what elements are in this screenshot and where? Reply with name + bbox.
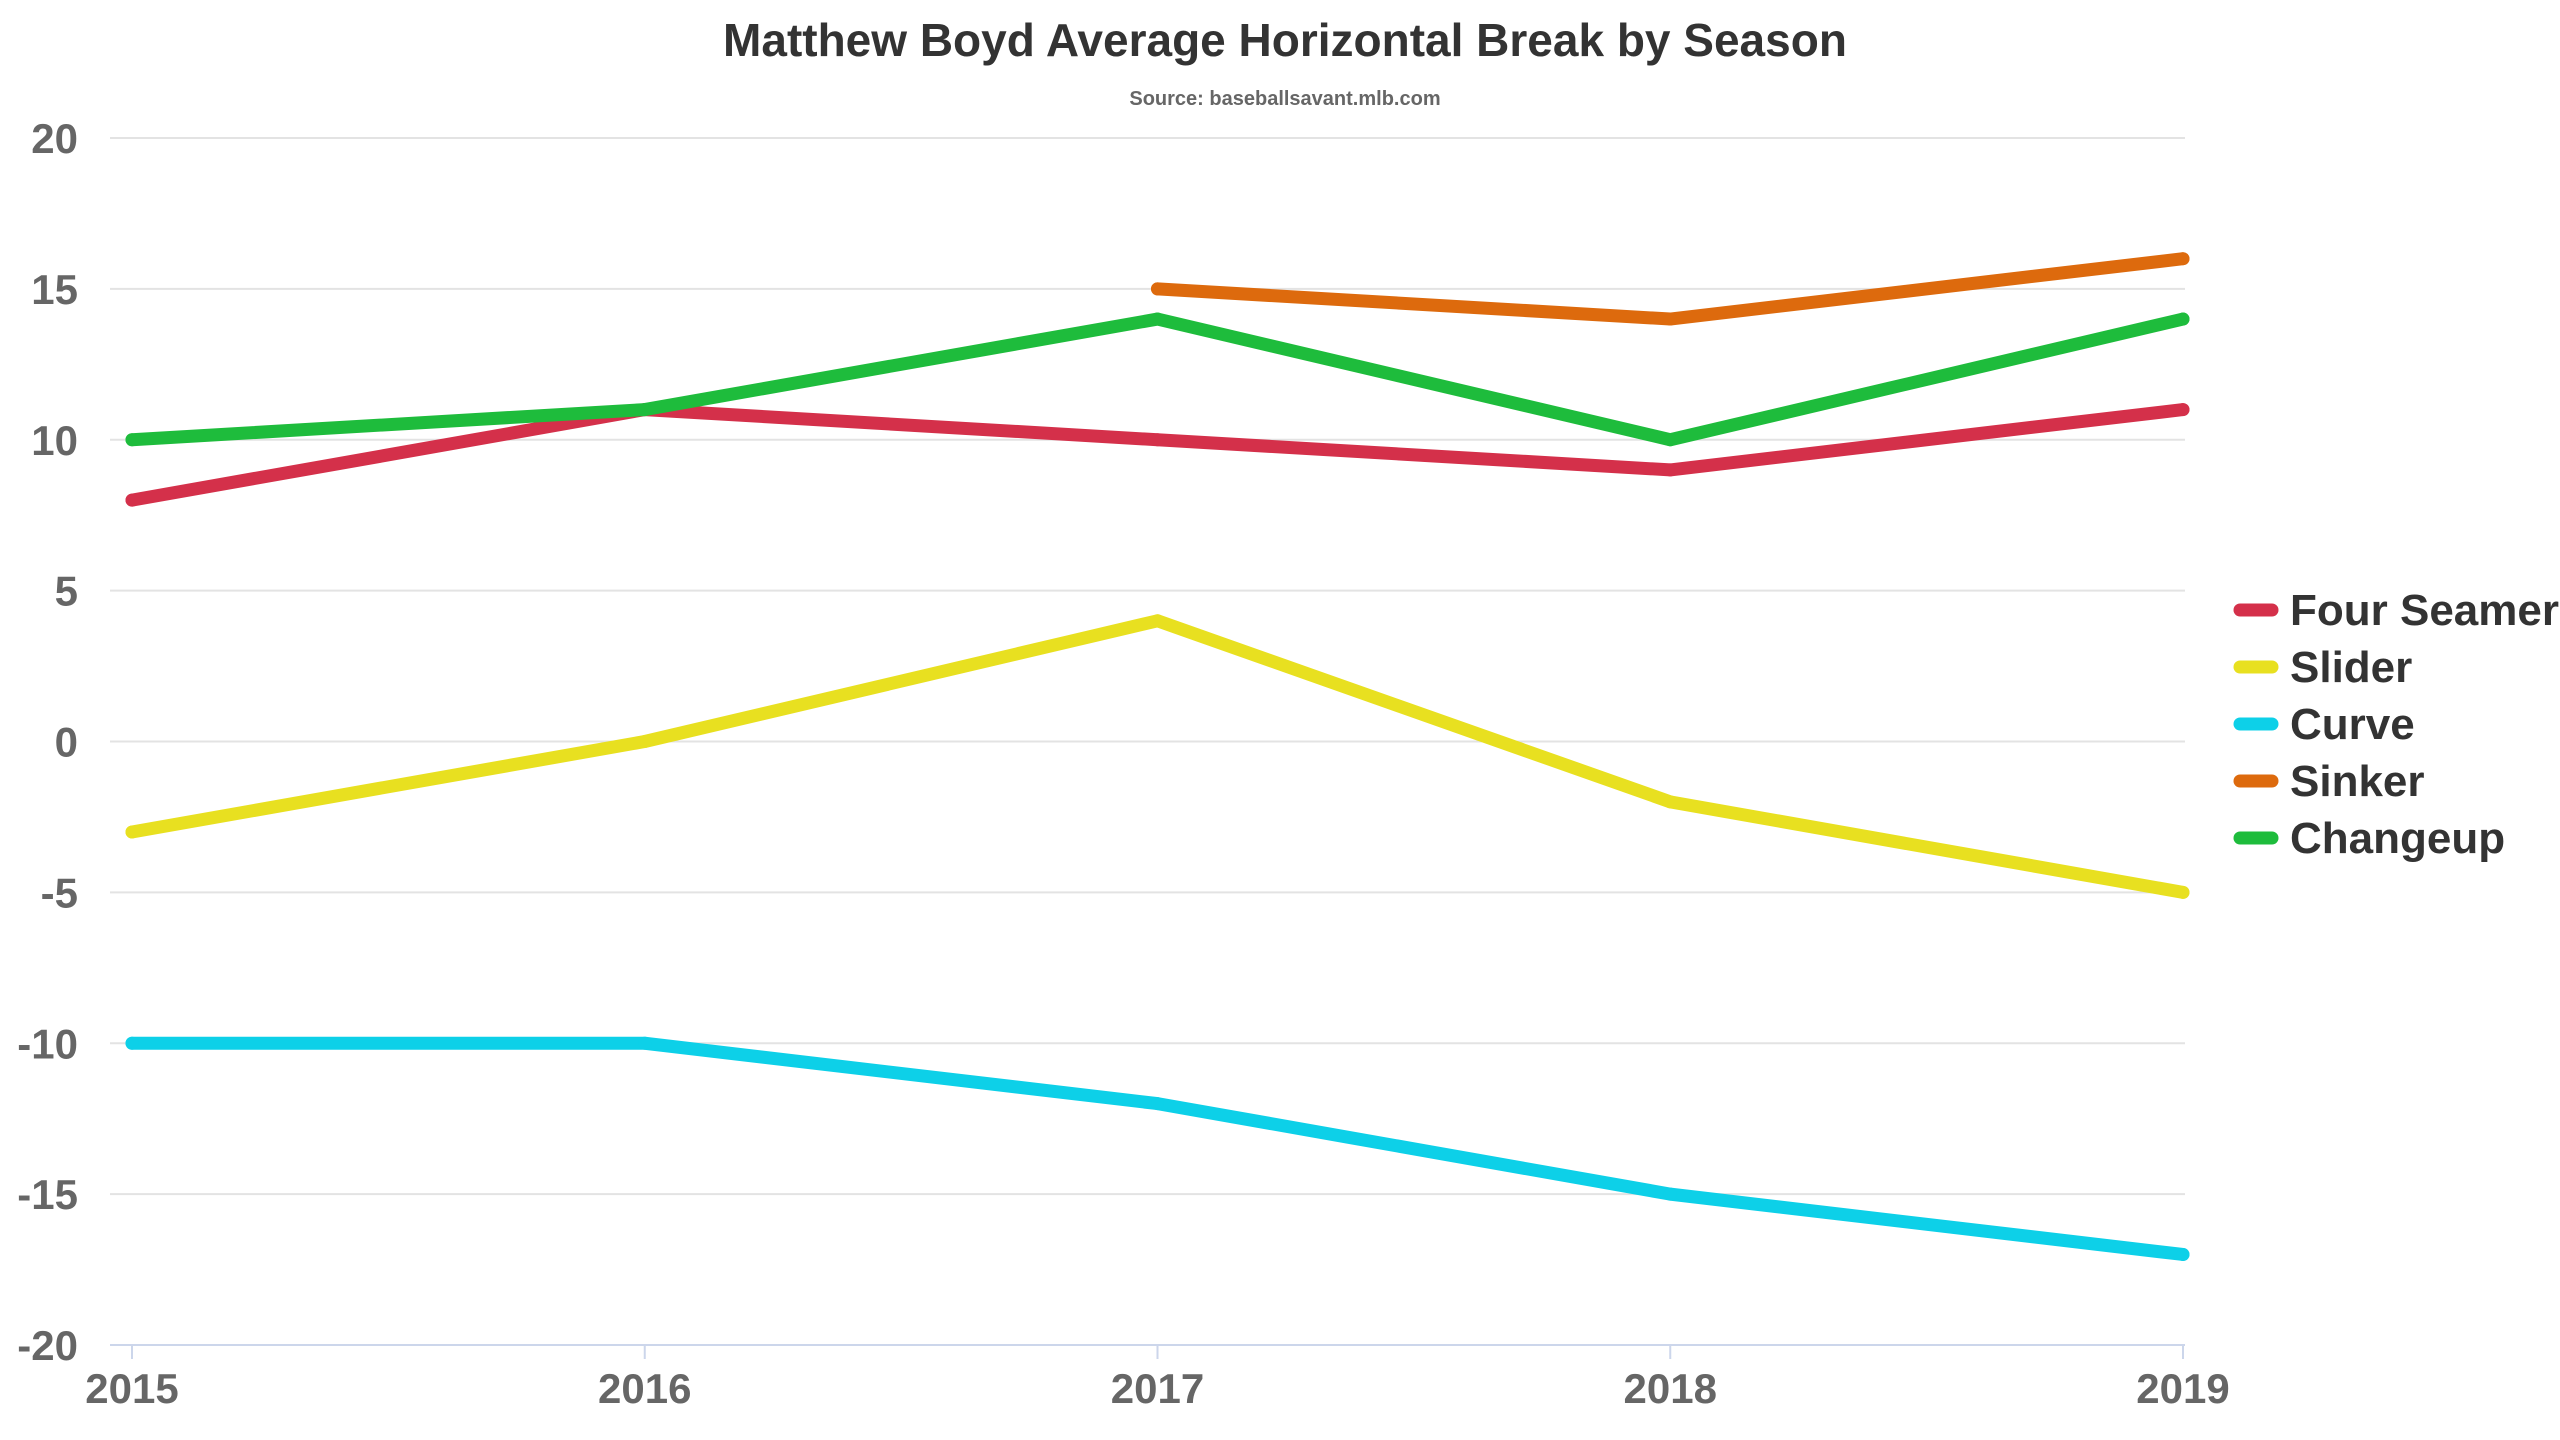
series-line-slider[interactable]: [125, 614, 2190, 899]
data-point[interactable]: [2176, 252, 2190, 266]
series-line-curve[interactable]: [125, 1036, 2190, 1261]
y-tick-label: 20: [31, 115, 78, 162]
legend-item-curve[interactable]: Curve: [2233, 700, 2415, 749]
data-point[interactable]: [638, 1036, 652, 1050]
x-tick-label: 2015: [85, 1365, 178, 1412]
data-point[interactable]: [2176, 312, 2190, 326]
legend-label: Changeup: [2290, 814, 2505, 863]
legend-label: Sinker: [2290, 757, 2425, 806]
data-point[interactable]: [1151, 312, 1164, 326]
data-point[interactable]: [2176, 403, 2190, 417]
data-point[interactable]: [1663, 312, 1677, 326]
y-tick-label: -5: [41, 869, 78, 916]
y-tick-label: -10: [17, 1020, 78, 1067]
data-point[interactable]: [1663, 1187, 1677, 1201]
y-tick-label: 10: [31, 417, 78, 464]
data-point[interactable]: [1151, 614, 1164, 628]
data-point[interactable]: [638, 735, 652, 748]
legend-item-slider[interactable]: Slider: [2233, 643, 2412, 692]
data-point[interactable]: [125, 825, 139, 839]
data-point[interactable]: [2176, 1247, 2190, 1261]
data-point[interactable]: [1151, 1097, 1164, 1111]
y-tick-label: 15: [31, 266, 78, 313]
chart-title: Matthew Boyd Average Horizontal Break by…: [723, 14, 1847, 66]
x-tick-label: 2017: [1111, 1365, 1204, 1412]
x-tick-label: 2019: [2136, 1365, 2229, 1412]
y-tick-label: -15: [17, 1171, 78, 1218]
x-tick-label: 2016: [598, 1365, 691, 1412]
series-line-changeup[interactable]: [125, 312, 2190, 447]
data-point[interactable]: [638, 403, 652, 417]
legend-item-changeup[interactable]: Changeup: [2233, 814, 2505, 863]
data-point[interactable]: [125, 493, 139, 507]
series-lines: [125, 252, 2190, 1261]
data-point[interactable]: [1151, 433, 1164, 447]
legend-item-four-seamer[interactable]: Four Seamer: [2233, 586, 2559, 635]
data-point[interactable]: [1663, 433, 1677, 447]
y-tick-label: 0: [55, 719, 78, 766]
legend[interactable]: Four Seamer Slider Curve Sinker Changeup: [2233, 586, 2559, 863]
x-tick-label: 2018: [1624, 1365, 1717, 1412]
y-tick-label: -20: [17, 1322, 78, 1369]
data-point[interactable]: [1663, 795, 1677, 809]
data-point[interactable]: [125, 1036, 139, 1050]
data-point[interactable]: [1151, 282, 1164, 296]
data-point[interactable]: [2176, 885, 2190, 899]
y-tick-label: 5: [55, 568, 78, 615]
data-point[interactable]: [125, 433, 139, 447]
legend-label: Curve: [2290, 700, 2415, 749]
legend-label: Four Seamer: [2290, 586, 2559, 635]
x-axis-ticks: 2015 2016 2017 2018 2019: [85, 1345, 2230, 1412]
data-point[interactable]: [1663, 463, 1677, 477]
legend-item-sinker[interactable]: Sinker: [2233, 757, 2425, 806]
legend-label: Slider: [2290, 643, 2412, 692]
y-axis-ticks: 20 15 10 5 0 -5 -10 -15 -20: [17, 115, 78, 1369]
chart-subtitle: Source: baseballsavant.mlb.com: [1129, 88, 1440, 110]
